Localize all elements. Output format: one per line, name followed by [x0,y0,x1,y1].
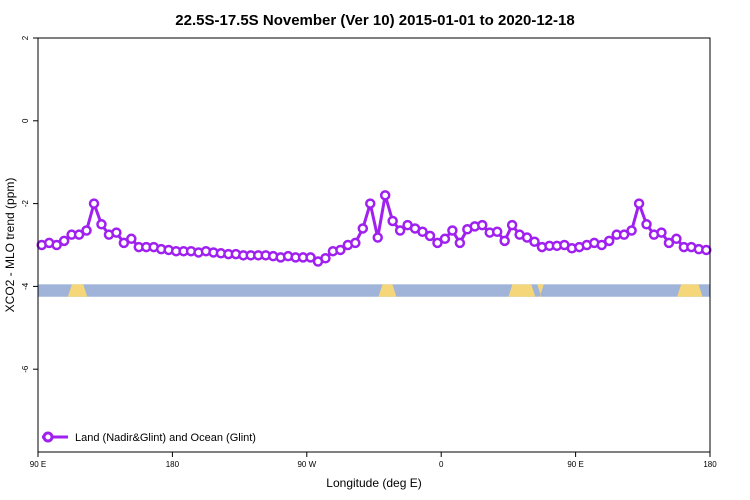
data-point [335,244,346,256]
data-point [633,198,645,209]
land-segment [67,284,88,297]
plot-frame [37,37,711,453]
data-point [417,226,428,238]
surface-type-band [38,284,710,297]
data-point [521,232,533,243]
ocean-band [38,284,710,297]
data-point [58,235,70,247]
series-points [36,190,712,267]
y-tick-label: 2 [21,35,30,40]
legend-marker [42,431,54,443]
data-point [379,190,391,201]
legend-label: Land (Nadir&Glint) and Ocean (Glint) [75,432,256,444]
data-point [439,233,451,245]
data-point [596,239,607,251]
x-tick-label: 180 [166,460,180,469]
data-point [626,225,637,236]
x-tick-label: 0 [439,460,444,469]
data-point [454,237,466,249]
data-point [126,233,137,245]
data-point [499,235,510,247]
data-point [529,236,540,247]
data-point [387,215,398,227]
data-point [491,226,503,238]
data-point [618,229,630,240]
data-point [394,225,406,236]
data-point [111,227,122,238]
legend: Land (Nadir&Glint) and Ocean (Glint) [42,431,256,444]
data-point [424,230,436,242]
data-point [357,223,369,234]
land-segment [508,284,536,297]
data-point [701,244,712,256]
x-axis-label: Longitude (deg E) [326,476,421,490]
x-tick-label: 90 W [297,460,316,469]
data-point [96,219,107,230]
data-point [51,239,62,251]
y-tick-label: -6 [21,365,30,373]
data-point [365,198,376,209]
x-axis-ticks: 90 E 180 90 W 0 90 E 180 [30,452,717,469]
y-tick-label: -2 [21,199,30,207]
data-point [320,252,331,264]
data-point [447,225,458,236]
data-point [372,232,383,243]
data-point [603,235,615,247]
chart-title: 22.5S-17.5S November (Ver 10) 2015-01-01… [175,12,574,29]
y-tick-label: -4 [21,282,30,290]
data-point [88,198,100,209]
data-point [73,229,85,240]
data-point [671,233,682,245]
data-point [81,225,92,236]
land-segment [378,284,397,297]
data-point [477,219,488,231]
land-segment [537,284,544,297]
data-point [506,219,518,231]
data-point [641,219,652,230]
land-segment [677,284,703,297]
y-axis-ticks: 2 0 -2 -4 -6 [21,35,38,373]
x-tick-label: 90 E [567,460,583,469]
y-tick-label: 0 [21,118,30,123]
data-point [118,237,130,249]
data-point [350,237,361,249]
x-tick-label: 180 [703,460,717,469]
y-axis-label: XCO2 - MLO trend (ppm) [3,178,17,313]
data-point [305,252,316,263]
data-point [656,227,667,238]
data-point [432,237,443,249]
x-tick-label: 90 E [30,460,46,469]
data-point [663,237,675,249]
